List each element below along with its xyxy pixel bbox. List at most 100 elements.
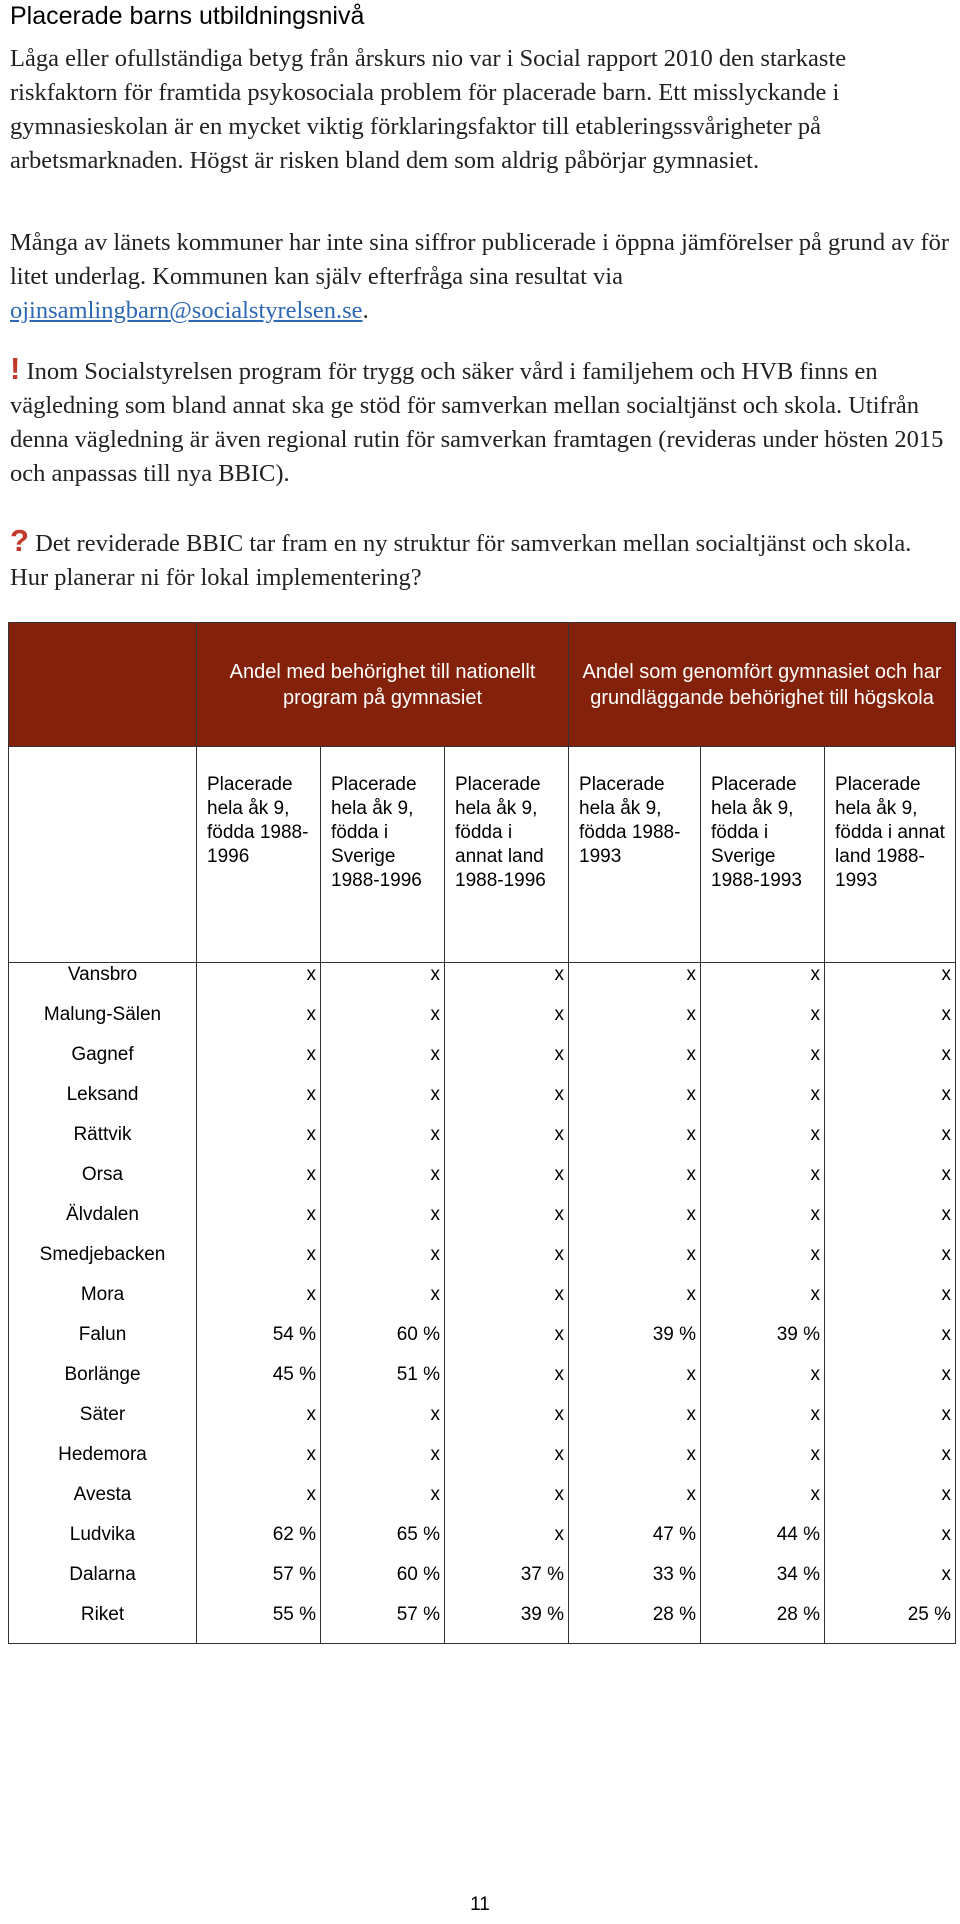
value-column: x x x x x x x x x 39 % x x x x 47 % 33 % 28 % <box>568 962 702 1644</box>
table-cell: x <box>430 1004 441 1025</box>
table-cell: x <box>810 1364 821 1385</box>
table-cell: x <box>686 1164 697 1185</box>
municipality-name: Rättvik <box>73 1124 132 1145</box>
table-cell: x <box>941 1004 952 1025</box>
table-cell: x <box>941 1244 952 1265</box>
table-cell: x <box>306 1284 317 1305</box>
table-cell: x <box>306 1124 317 1145</box>
guidance-paragraph: ! Inom Socialstyrelsen program för trygg… <box>10 352 955 491</box>
table-cell: 39 % <box>776 1324 821 1345</box>
table-cell: x <box>686 1484 697 1505</box>
results-paragraph: Många av länets kommuner har inte sina s… <box>10 226 955 328</box>
table-cell: x <box>306 1484 317 1505</box>
table-cell: x <box>430 1484 441 1505</box>
table-cell: x <box>554 964 565 985</box>
table-cell: x <box>810 1124 821 1145</box>
table-cell: x <box>306 1444 317 1465</box>
table-cell: x <box>554 1404 565 1425</box>
table-cell: x <box>554 1524 565 1545</box>
municipality-name: Mora <box>80 1284 125 1305</box>
question-icon: ? <box>10 523 29 558</box>
table-cell: x <box>554 1164 565 1185</box>
municipality-name: Gagnef <box>71 1044 134 1065</box>
municipality-name: Smedjebacken <box>39 1244 166 1265</box>
table-cell: x <box>430 1444 441 1465</box>
guidance-text: Inom Socialstyrelsen program för trygg o… <box>10 358 944 487</box>
table-cell: 60 % <box>396 1564 440 1585</box>
table-cell: x <box>686 1364 697 1385</box>
table-cell: x <box>686 1404 697 1425</box>
table-cell: x <box>554 1124 565 1145</box>
table-cell: x <box>554 1324 565 1345</box>
municipality-name: Älvdalen <box>66 1204 139 1225</box>
municipality-name: Dalarna <box>69 1564 136 1585</box>
municipality-column: Vansbro Malung-Sälen Gagnef Leksand Rättvik O… <box>8 962 197 1644</box>
education-table: Andel med behörighet till nationellt pro… <box>8 622 957 1644</box>
table-cell: x <box>306 1044 317 1065</box>
table-cell: 57 % <box>272 1564 316 1585</box>
table-cell: x <box>554 1364 565 1385</box>
table-cell: 47 % <box>652 1524 697 1545</box>
sub-header: Placerade hela åk 9, födda i Sverige 198… <box>320 746 445 963</box>
table-cell: x <box>941 1124 952 1145</box>
table-cell: x <box>554 1484 565 1505</box>
table-cell: x <box>810 1004 821 1025</box>
table-cell: 37 % <box>520 1564 565 1585</box>
municipality-name: Orsa <box>81 1164 124 1185</box>
sub-header: Placerade hela åk 9, födda i Sverige 198… <box>700 746 826 963</box>
table-cell: x <box>554 1004 565 1025</box>
table-cell: x <box>941 1444 952 1465</box>
table-cell: 57 % <box>396 1604 440 1625</box>
table-cell: x <box>306 1164 317 1185</box>
table-cell: x <box>810 1404 821 1425</box>
table-cell: x <box>686 1084 697 1105</box>
data-body-row: Vansbro Malung-Sälen Gagnef Leksand Rättvik O… <box>8 962 957 1644</box>
group-header-completed: Andel som genomfört gymnasiet och har gr… <box>568 622 957 747</box>
sub-header: Placerade hela åk 9, födda 1988-1993 <box>568 746 702 963</box>
table-cell: x <box>810 1164 821 1185</box>
table-cell: x <box>941 1204 952 1225</box>
table-cell: x <box>306 1004 317 1025</box>
sub-header: Placerade hela åk 9, födda i annat land … <box>443 746 570 963</box>
header-blank-cell <box>8 622 197 747</box>
sub-header: Placerade hela åk 9, födda i annat land … <box>824 746 957 963</box>
table-cell: 44 % <box>776 1524 821 1545</box>
table-cell: x <box>941 1084 952 1105</box>
table-cell: 39 % <box>520 1604 565 1625</box>
table-cell: x <box>430 1164 441 1185</box>
municipality-name: Vansbro <box>67 964 138 985</box>
question-paragraph: ? Det reviderade BBIC tar fram en ny str… <box>10 524 955 595</box>
table-cell: x <box>810 1084 821 1105</box>
municipality-name: Borlänge <box>64 1364 141 1385</box>
value-column: x x x x x x x x x 54 % 45 % x x x 62 % 57 % 55 % <box>196 962 321 1644</box>
table-cell: x <box>686 1204 697 1225</box>
municipality-name: Säter <box>79 1404 126 1425</box>
value-column: x x x x x x x x x x x x x x x x 25 % <box>824 962 957 1644</box>
email-link[interactable]: ojinsamlingbarn@socialstyrelsen.se <box>10 297 363 324</box>
sub-header-row: Placerade hela åk 9, födda 1988-1996 Pla… <box>8 746 957 963</box>
table-cell: x <box>941 1164 952 1185</box>
value-column: x x x x x x x x x 60 % 51 % x x x 65 % 60 % 57 % <box>320 962 445 1644</box>
table-cell: x <box>554 1204 565 1225</box>
table-cell: x <box>810 1204 821 1225</box>
table-cell: x <box>306 964 317 985</box>
table-cell: x <box>554 1244 565 1265</box>
table-cell: x <box>430 1244 441 1265</box>
page-number: 11 <box>470 1894 490 1915</box>
table-cell: x <box>554 1284 565 1305</box>
municipality-name: Leksand <box>66 1084 139 1105</box>
table-cell: x <box>941 1404 952 1425</box>
table-cell: 45 % <box>272 1364 316 1385</box>
table-cell: x <box>686 1444 697 1465</box>
value-column: x x x x x x x x x 39 % x x x x 44 % 34 % 28 % <box>700 962 826 1644</box>
exclamation-icon: ! <box>10 351 21 386</box>
municipality-name: Ludvika <box>69 1524 136 1545</box>
table-cell: 65 % <box>396 1524 440 1545</box>
table-cell: x <box>941 964 952 985</box>
table-cell: x <box>686 1004 697 1025</box>
table-cell: x <box>810 1484 821 1505</box>
sub-header-blank-cell <box>8 746 197 963</box>
table-cell: x <box>941 1564 952 1585</box>
table-cell: 28 % <box>652 1604 697 1625</box>
